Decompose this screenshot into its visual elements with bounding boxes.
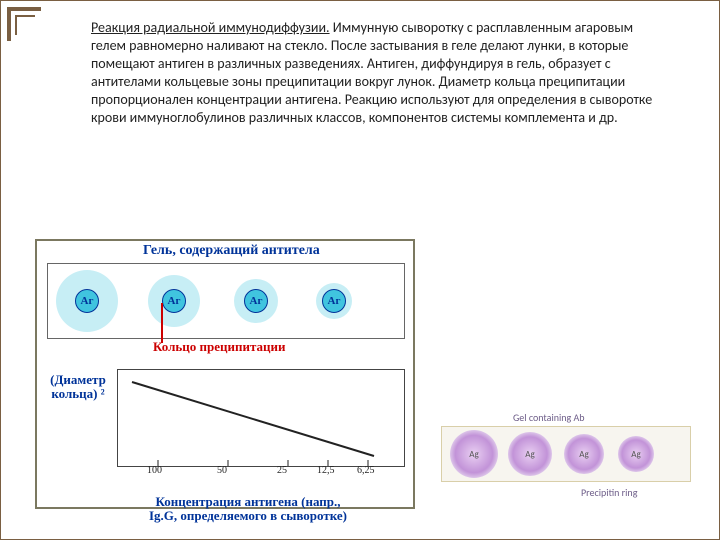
mini-antigen-ring: Ag <box>508 432 552 476</box>
corner-decoration <box>7 7 67 67</box>
gel-panel: Гель, содержащий антитела Аг Аг Аг Аг Кольц… <box>43 243 405 363</box>
slide: Реакция радиальной иммунодиффузии. Иммун… <box>0 0 720 540</box>
x-tick: 50 <box>217 465 227 476</box>
antigen-ring: Аг <box>148 275 200 327</box>
antigen-ring: Аг <box>316 283 352 319</box>
text-title: Реакция радиальной иммунодиффузии. <box>91 19 330 36</box>
x-axis-title: Концентрация антигена (напр., Ig.G, опре… <box>83 495 413 523</box>
mini-antigen-ring: Ag <box>618 436 654 472</box>
x-tick-labels: 100 50 25 12,5 6,25 <box>117 465 403 481</box>
mini-ring-label: Precipitin ring <box>581 486 691 499</box>
y-axis-label: (Диаметр кольца) ² <box>41 373 115 402</box>
mini-title: Gel containing Ab <box>513 411 691 424</box>
mini-figure: Gel containing Ab AgAgAgAg Precipitin ri… <box>441 411 691 507</box>
mini-antigen-ring: Ag <box>450 430 498 478</box>
x-tick: 25 <box>277 465 287 476</box>
gel-title: Гель, содержащий антитела <box>143 243 320 259</box>
antigen-ring: Аг <box>56 270 118 332</box>
main-text: Реакция радиальной иммунодиффузии. Иммун… <box>91 19 671 126</box>
mini-antigen-ring: Ag <box>564 434 604 474</box>
ring-label: Кольцо преципитации <box>153 339 285 355</box>
pointer-line <box>161 303 163 343</box>
antigen-well: Аг <box>322 289 346 313</box>
graph-box <box>117 369 405 467</box>
graph-svg <box>118 370 404 466</box>
x-tick: 100 <box>147 465 162 476</box>
antigen-well: Аг <box>244 289 268 313</box>
antigen-well: Аг <box>75 289 99 313</box>
x-tick: 12,5 <box>317 465 335 476</box>
figure-main: Гель, содержащий антитела Аг Аг Аг Аг Кольц… <box>35 239 415 509</box>
antigen-well: Аг <box>162 289 186 313</box>
graph-panel: (Диаметр кольца) ² 100502512,56,25 Конце… <box>43 367 405 503</box>
x-tick: 6,25 <box>357 465 375 476</box>
antigen-ring: Аг <box>234 279 278 323</box>
gel-box: Аг Аг Аг Аг <box>47 263 405 339</box>
mini-row: AgAgAgAg <box>441 426 691 482</box>
